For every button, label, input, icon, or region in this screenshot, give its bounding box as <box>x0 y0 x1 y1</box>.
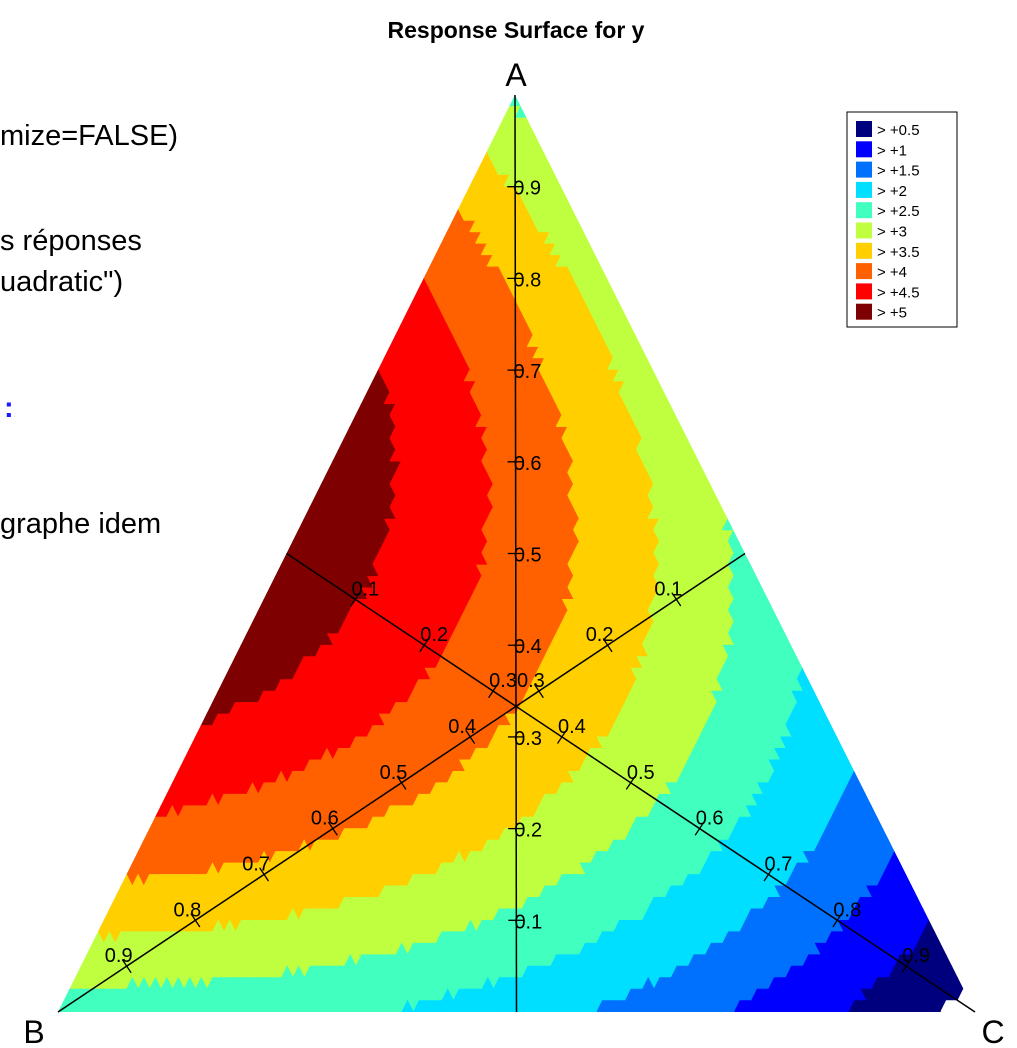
background-code-line-1: mize=FALSE) <box>0 120 179 152</box>
surface-cell <box>928 999 942 1012</box>
background-colon: : <box>4 392 14 424</box>
surface-cell <box>940 999 953 1012</box>
chart-title: Response Surface for y <box>388 17 645 43</box>
surface-cell <box>917 999 930 1012</box>
background-code-line-3: uadratic") <box>0 266 124 298</box>
background-code-line-5: graphe idem <box>0 508 162 540</box>
contour-surface <box>58 95 975 1012</box>
surface-cell <box>905 999 919 1012</box>
background-code-line-2: s réponses <box>0 225 142 257</box>
surface-cell <box>951 999 965 1012</box>
